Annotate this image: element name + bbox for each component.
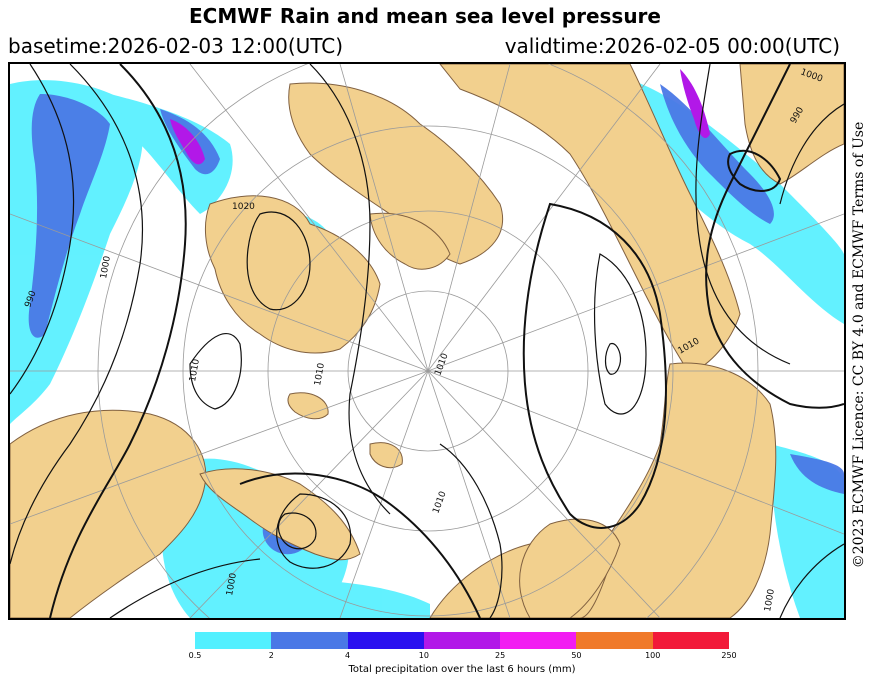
graticule-meridian-9 <box>339 370 429 618</box>
iceland-area <box>287 392 329 420</box>
graticule-meridian-6 <box>427 370 844 535</box>
canadian-archipelago <box>288 82 504 265</box>
colorbar-segment <box>271 632 348 649</box>
colorbar-segment <box>500 632 577 649</box>
graticule-meridian-7 <box>427 370 661 618</box>
isobar-label: 1010 <box>188 358 202 383</box>
precip-moderate-east <box>790 454 844 494</box>
colorbar-segment <box>423 632 501 649</box>
isobar-line <box>779 543 844 618</box>
isobar-label: 1000 <box>225 572 239 597</box>
colorbar-tick-label: 0.5 <box>188 651 202 660</box>
isobar-line <box>727 149 782 192</box>
colorbar-segment <box>652 632 729 649</box>
precip-area-north-band <box>110 94 233 214</box>
colorbar-tick-label: 4 <box>345 651 351 660</box>
map-panel: 1020 1000 990 1010 1010 1010 1010 1000 9… <box>8 62 846 620</box>
isobar-label: 1020 <box>232 202 255 212</box>
graticule-meridian-8 <box>427 370 511 618</box>
isobar-label: 1000 <box>99 255 113 280</box>
colorbar-tick-label: 10 <box>418 651 429 660</box>
map-canvas: 1020 1000 990 1010 1010 1010 1010 1000 9… <box>10 64 844 618</box>
isobar-line <box>522 202 667 529</box>
licence-text: ©2023 ECMWF Licence: CC BY 4.0 and ECMWF… <box>851 121 867 569</box>
colorbar-tick-label: 2 <box>268 651 274 660</box>
east-coast-landmass <box>519 518 621 618</box>
isobar-line <box>604 342 622 375</box>
graticule-meridian-3 <box>427 64 511 372</box>
precip-moderate-northwest <box>28 94 111 338</box>
graticule-meridian-4 <box>427 64 661 372</box>
graticule-meridian-5 <box>427 213 844 372</box>
isobar-line <box>10 64 75 395</box>
isobar-line <box>49 64 187 618</box>
colorbar-tick-label: 100 <box>645 651 661 660</box>
precipitation-colorbar <box>195 632 729 649</box>
graticule-parallel-2 <box>267 210 589 532</box>
licence-text-box: ©2023 ECMWF Licence: CC BY 4.0 and ECMWF… <box>848 80 870 610</box>
colorbar-tick-label: 25 <box>495 651 506 660</box>
isobar-line <box>109 558 261 618</box>
colorbar-tick-label: 50 <box>571 651 582 660</box>
isobar-line <box>189 333 242 410</box>
isobar-line <box>246 211 311 311</box>
isobar-label: 1000 <box>763 588 777 613</box>
colorbar-segment <box>347 632 424 649</box>
isobar-line <box>779 103 844 205</box>
isobar-label: 1010 <box>313 362 327 387</box>
precip-moderate-northeast <box>660 84 774 224</box>
isobar-line <box>309 64 391 515</box>
isobar-line <box>277 512 317 550</box>
graticule-meridian-11 <box>10 370 429 525</box>
isobar-line <box>439 443 503 618</box>
precip-area-northeast <box>610 74 844 324</box>
isobar-line <box>10 64 143 565</box>
colorbar-label: Total precipitation over the last 6 hour… <box>348 664 576 675</box>
graticule-parallel-3 <box>182 125 674 617</box>
isobar-line <box>239 472 481 618</box>
map-title: ECMWF Rain and mean sea level pressure <box>189 4 661 28</box>
basetime-label: basetime:2026-02-03 12:00(UTC) <box>8 34 344 58</box>
isobar-line <box>593 253 647 415</box>
graticule-meridian-1 <box>189 64 429 372</box>
precip-heavy-north <box>170 119 205 165</box>
hudson-bay-islands <box>199 468 361 561</box>
isobar-line <box>276 493 352 569</box>
russia-east <box>569 362 777 618</box>
colorbar-segment <box>576 632 653 649</box>
isobars <box>10 64 844 618</box>
graticule-parallel-4 <box>97 64 759 618</box>
validtime-label: validtime:2026-02-05 00:00(UTC) <box>504 34 840 58</box>
isobar-line <box>705 64 844 409</box>
north-america <box>10 409 207 618</box>
central-islands <box>369 442 403 469</box>
isobar-line <box>695 64 791 365</box>
greenland <box>205 195 381 354</box>
precip-area-south <box>210 580 430 618</box>
colorbar-tick-label: 250 <box>721 651 737 660</box>
colorbar-segment <box>195 632 272 649</box>
canadian-islands <box>369 212 451 270</box>
precip-heavy-northeast <box>680 69 710 139</box>
precipitation-heavy <box>170 69 710 165</box>
graticule-parallel-1 <box>347 290 509 452</box>
